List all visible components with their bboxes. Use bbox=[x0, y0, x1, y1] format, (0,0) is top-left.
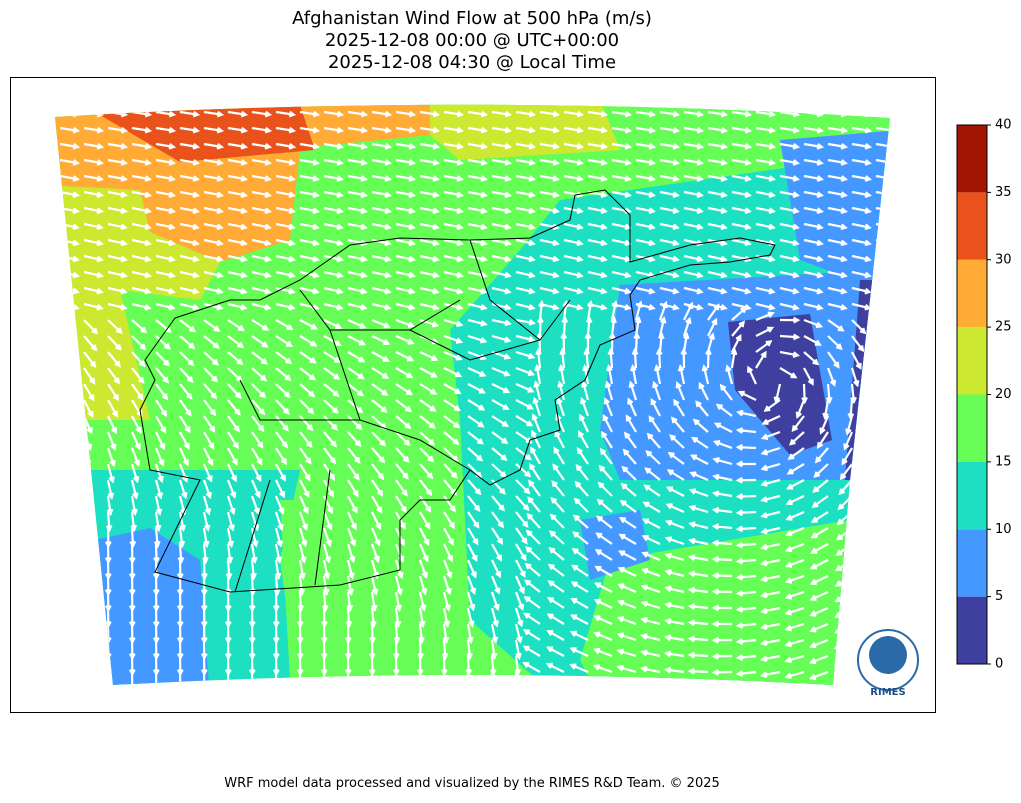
title-line: 2025-12-08 00:00 @ UTC+00:00 bbox=[325, 30, 619, 51]
colorbar-segment bbox=[957, 192, 987, 260]
country-boundary bbox=[139, 189, 776, 593]
logo-text: RIMES bbox=[870, 687, 905, 698]
speed-zone bbox=[95, 105, 315, 162]
wind-field bbox=[55, 104, 890, 685]
colorbar-segment bbox=[957, 461, 987, 530]
colorbar-tick-label: 35 bbox=[995, 185, 1012, 200]
colorbar-tick-label: 0 bbox=[995, 657, 1003, 672]
colorbar-tick-label: 30 bbox=[995, 252, 1012, 267]
speed-zone bbox=[580, 520, 850, 685]
colorbar: 0 5 10 15 20 25 30 35 40 bbox=[956, 118, 1012, 672]
colorbar-segment bbox=[957, 394, 987, 462]
colorbar-segment bbox=[957, 259, 987, 328]
colorbar-segment bbox=[957, 529, 987, 597]
colorbar-tick-label: 20 bbox=[995, 387, 1012, 402]
footer: WRF model data processed and visualized … bbox=[224, 776, 720, 791]
logo-globe bbox=[869, 636, 907, 674]
speed-zone bbox=[580, 510, 650, 580]
logo: RIMES bbox=[857, 629, 919, 698]
title-line: Afghanistan Wind Flow at 500 hPa (m/s) bbox=[292, 8, 652, 29]
colorbar-tick-label: 15 bbox=[995, 454, 1012, 469]
title-line: 2025-12-08 04:30 @ Local Time bbox=[328, 52, 616, 73]
colorbar-tick-label: 5 bbox=[995, 589, 1003, 604]
colorbar-segment bbox=[957, 596, 987, 664]
colorbar-tick-label: 10 bbox=[995, 522, 1012, 537]
colorbar-segment bbox=[957, 327, 987, 395]
colorbar-segment bbox=[957, 125, 987, 193]
colorbar-tick-label: 40 bbox=[995, 118, 1012, 133]
colorbar-tick-label: 25 bbox=[995, 320, 1012, 335]
